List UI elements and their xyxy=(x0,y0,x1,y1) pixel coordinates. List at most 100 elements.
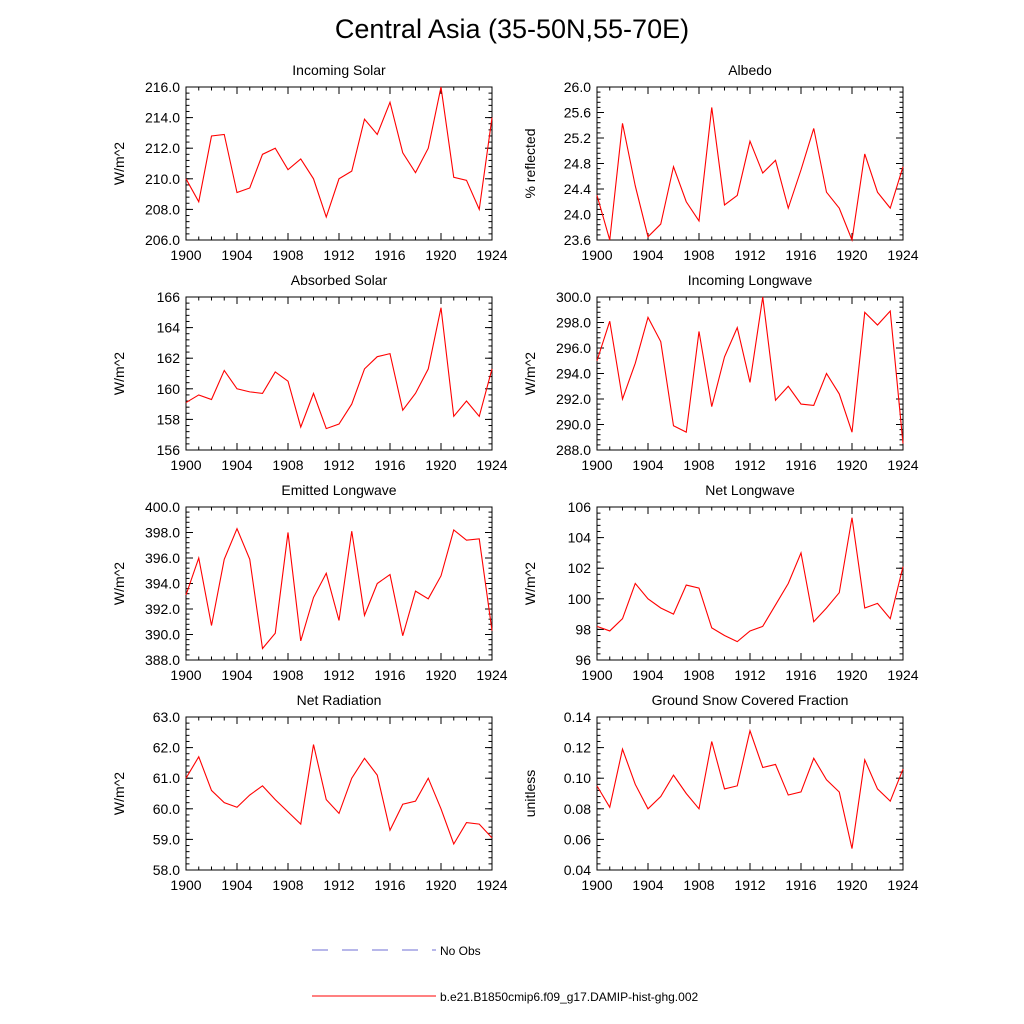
x-tick-label: 1900 xyxy=(581,247,612,263)
x-tick-label: 1920 xyxy=(836,877,867,893)
y-tick-label: 0.14 xyxy=(564,709,591,725)
x-tick-label: 1920 xyxy=(836,247,867,263)
x-tick-label: 1908 xyxy=(683,667,714,683)
x-tick-label: 1912 xyxy=(323,247,354,263)
y-tick-label: 400.0 xyxy=(145,499,180,515)
chart-title: Net Longwave xyxy=(705,482,795,498)
y-axis-label: W/m^2 xyxy=(111,142,127,185)
series-line xyxy=(596,728,904,849)
x-tick-label: 1900 xyxy=(581,667,612,683)
y-tick-label: 98 xyxy=(575,621,591,637)
x-tick-label: 1904 xyxy=(632,877,663,893)
y-tick-label: 0.04 xyxy=(564,862,591,878)
y-tick-label: 290.0 xyxy=(556,417,591,433)
y-tick-label: 390.0 xyxy=(145,627,180,643)
plot-frame xyxy=(185,296,493,451)
chart-title: Ground Snow Covered Fraction xyxy=(652,692,849,708)
x-tick-label: 1904 xyxy=(632,457,663,473)
x-tick-label: 1916 xyxy=(785,667,816,683)
y-tick-label: 206.0 xyxy=(145,232,180,248)
series-line xyxy=(596,107,904,243)
x-tick-label: 1904 xyxy=(221,457,252,473)
y-tick-label: 164 xyxy=(157,320,181,336)
figure-title: Central Asia (35-50N,55-70E) xyxy=(334,14,690,44)
y-axis-label: W/m^2 xyxy=(522,352,538,395)
x-tick-label: 1908 xyxy=(683,247,714,263)
y-tick-label: 96 xyxy=(575,652,591,668)
plot-frame xyxy=(596,296,904,451)
y-tick-label: 158 xyxy=(157,411,181,427)
y-tick-label: 210.0 xyxy=(145,171,180,187)
chart-title: Albedo xyxy=(728,62,772,78)
plot-frame xyxy=(596,716,904,871)
y-tick-label: 24.4 xyxy=(564,181,591,197)
x-tick-label: 1924 xyxy=(476,877,507,893)
legend: No Obs b.e21.B1850cmip6.f09_g17.DAMIP-his… xyxy=(312,944,698,1004)
chart-panel: Emitted Longwave 1900 1904 1908 1912 1916 1920… xyxy=(111,482,508,683)
x-tick-label: 1900 xyxy=(170,457,201,473)
x-tick-label: 1916 xyxy=(374,247,405,263)
x-tick-label: 1924 xyxy=(887,247,918,263)
y-tick-label: 25.6 xyxy=(564,105,591,121)
y-tick-label: 388.0 xyxy=(145,652,180,668)
x-tick-label: 1920 xyxy=(425,667,456,683)
y-tick-label: 296.0 xyxy=(556,340,591,356)
x-tick-label: 1904 xyxy=(221,877,252,893)
x-tick-label: 1900 xyxy=(170,667,201,683)
chart-panel: Albedo 1900 1904 1908 1912 1916 1920 1924 23.6 24… xyxy=(522,62,919,263)
series-line xyxy=(185,307,493,430)
x-tick-label: 1904 xyxy=(221,667,252,683)
series-line xyxy=(185,86,493,219)
x-tick-label: 1904 xyxy=(632,667,663,683)
x-tick-label: 1912 xyxy=(734,457,765,473)
y-tick-label: 25.2 xyxy=(564,130,591,146)
plot-frame xyxy=(596,506,904,661)
legend-label-no-obs: No Obs xyxy=(440,944,481,958)
series-line xyxy=(185,744,493,846)
y-tick-label: 294.0 xyxy=(556,366,591,382)
y-tick-label: 396.0 xyxy=(145,550,180,566)
y-tick-label: 300.0 xyxy=(556,289,591,305)
y-tick-label: 23.6 xyxy=(564,232,591,248)
y-tick-label: 166 xyxy=(157,289,181,305)
y-tick-label: 60.0 xyxy=(153,801,180,817)
legend-label-model: b.e21.B1850cmip6.f09_g17.DAMIP-hist-ghg.… xyxy=(440,990,698,1004)
x-tick-label: 1912 xyxy=(734,877,765,893)
chart-title: Net Radiation xyxy=(297,692,382,708)
chart-panel: Incoming Solar 1900 1904 1908 1912 1916 1920 19… xyxy=(111,62,508,263)
x-tick-label: 1924 xyxy=(476,667,507,683)
y-tick-label: 394.0 xyxy=(145,576,180,592)
x-tick-label: 1912 xyxy=(734,247,765,263)
y-tick-label: 214.0 xyxy=(145,110,180,126)
y-tick-label: 212.0 xyxy=(145,140,180,156)
y-tick-label: 24.8 xyxy=(564,156,591,172)
plot-frame xyxy=(185,506,493,661)
y-axis-label: W/m^2 xyxy=(522,562,538,605)
x-tick-label: 1920 xyxy=(425,247,456,263)
y-tick-label: 0.10 xyxy=(564,770,591,786)
x-tick-label: 1920 xyxy=(836,457,867,473)
x-tick-label: 1908 xyxy=(272,457,303,473)
y-axis-label: W/m^2 xyxy=(111,772,127,815)
x-tick-label: 1924 xyxy=(476,457,507,473)
x-tick-label: 1900 xyxy=(581,877,612,893)
x-tick-label: 1912 xyxy=(734,667,765,683)
x-tick-label: 1912 xyxy=(323,667,354,683)
x-tick-label: 1916 xyxy=(785,877,816,893)
y-axis-label: W/m^2 xyxy=(111,352,127,395)
x-tick-label: 1924 xyxy=(476,247,507,263)
x-tick-label: 1908 xyxy=(683,457,714,473)
y-tick-label: 24.0 xyxy=(564,207,591,223)
x-tick-label: 1920 xyxy=(836,667,867,683)
chart-panel: Ground Snow Covered Fraction 1900 1904 1908… xyxy=(522,692,919,893)
y-axis-label: W/m^2 xyxy=(111,562,127,605)
x-tick-label: 1908 xyxy=(272,667,303,683)
y-tick-label: 0.12 xyxy=(564,740,591,756)
x-tick-label: 1900 xyxy=(170,877,201,893)
x-tick-label: 1912 xyxy=(323,457,354,473)
y-tick-label: 62.0 xyxy=(153,740,180,756)
x-tick-label: 1916 xyxy=(374,457,405,473)
y-tick-label: 292.0 xyxy=(556,391,591,407)
chart-panel: Net Longwave 1900 1904 1908 1912 1916 1920 1924… xyxy=(522,482,919,683)
